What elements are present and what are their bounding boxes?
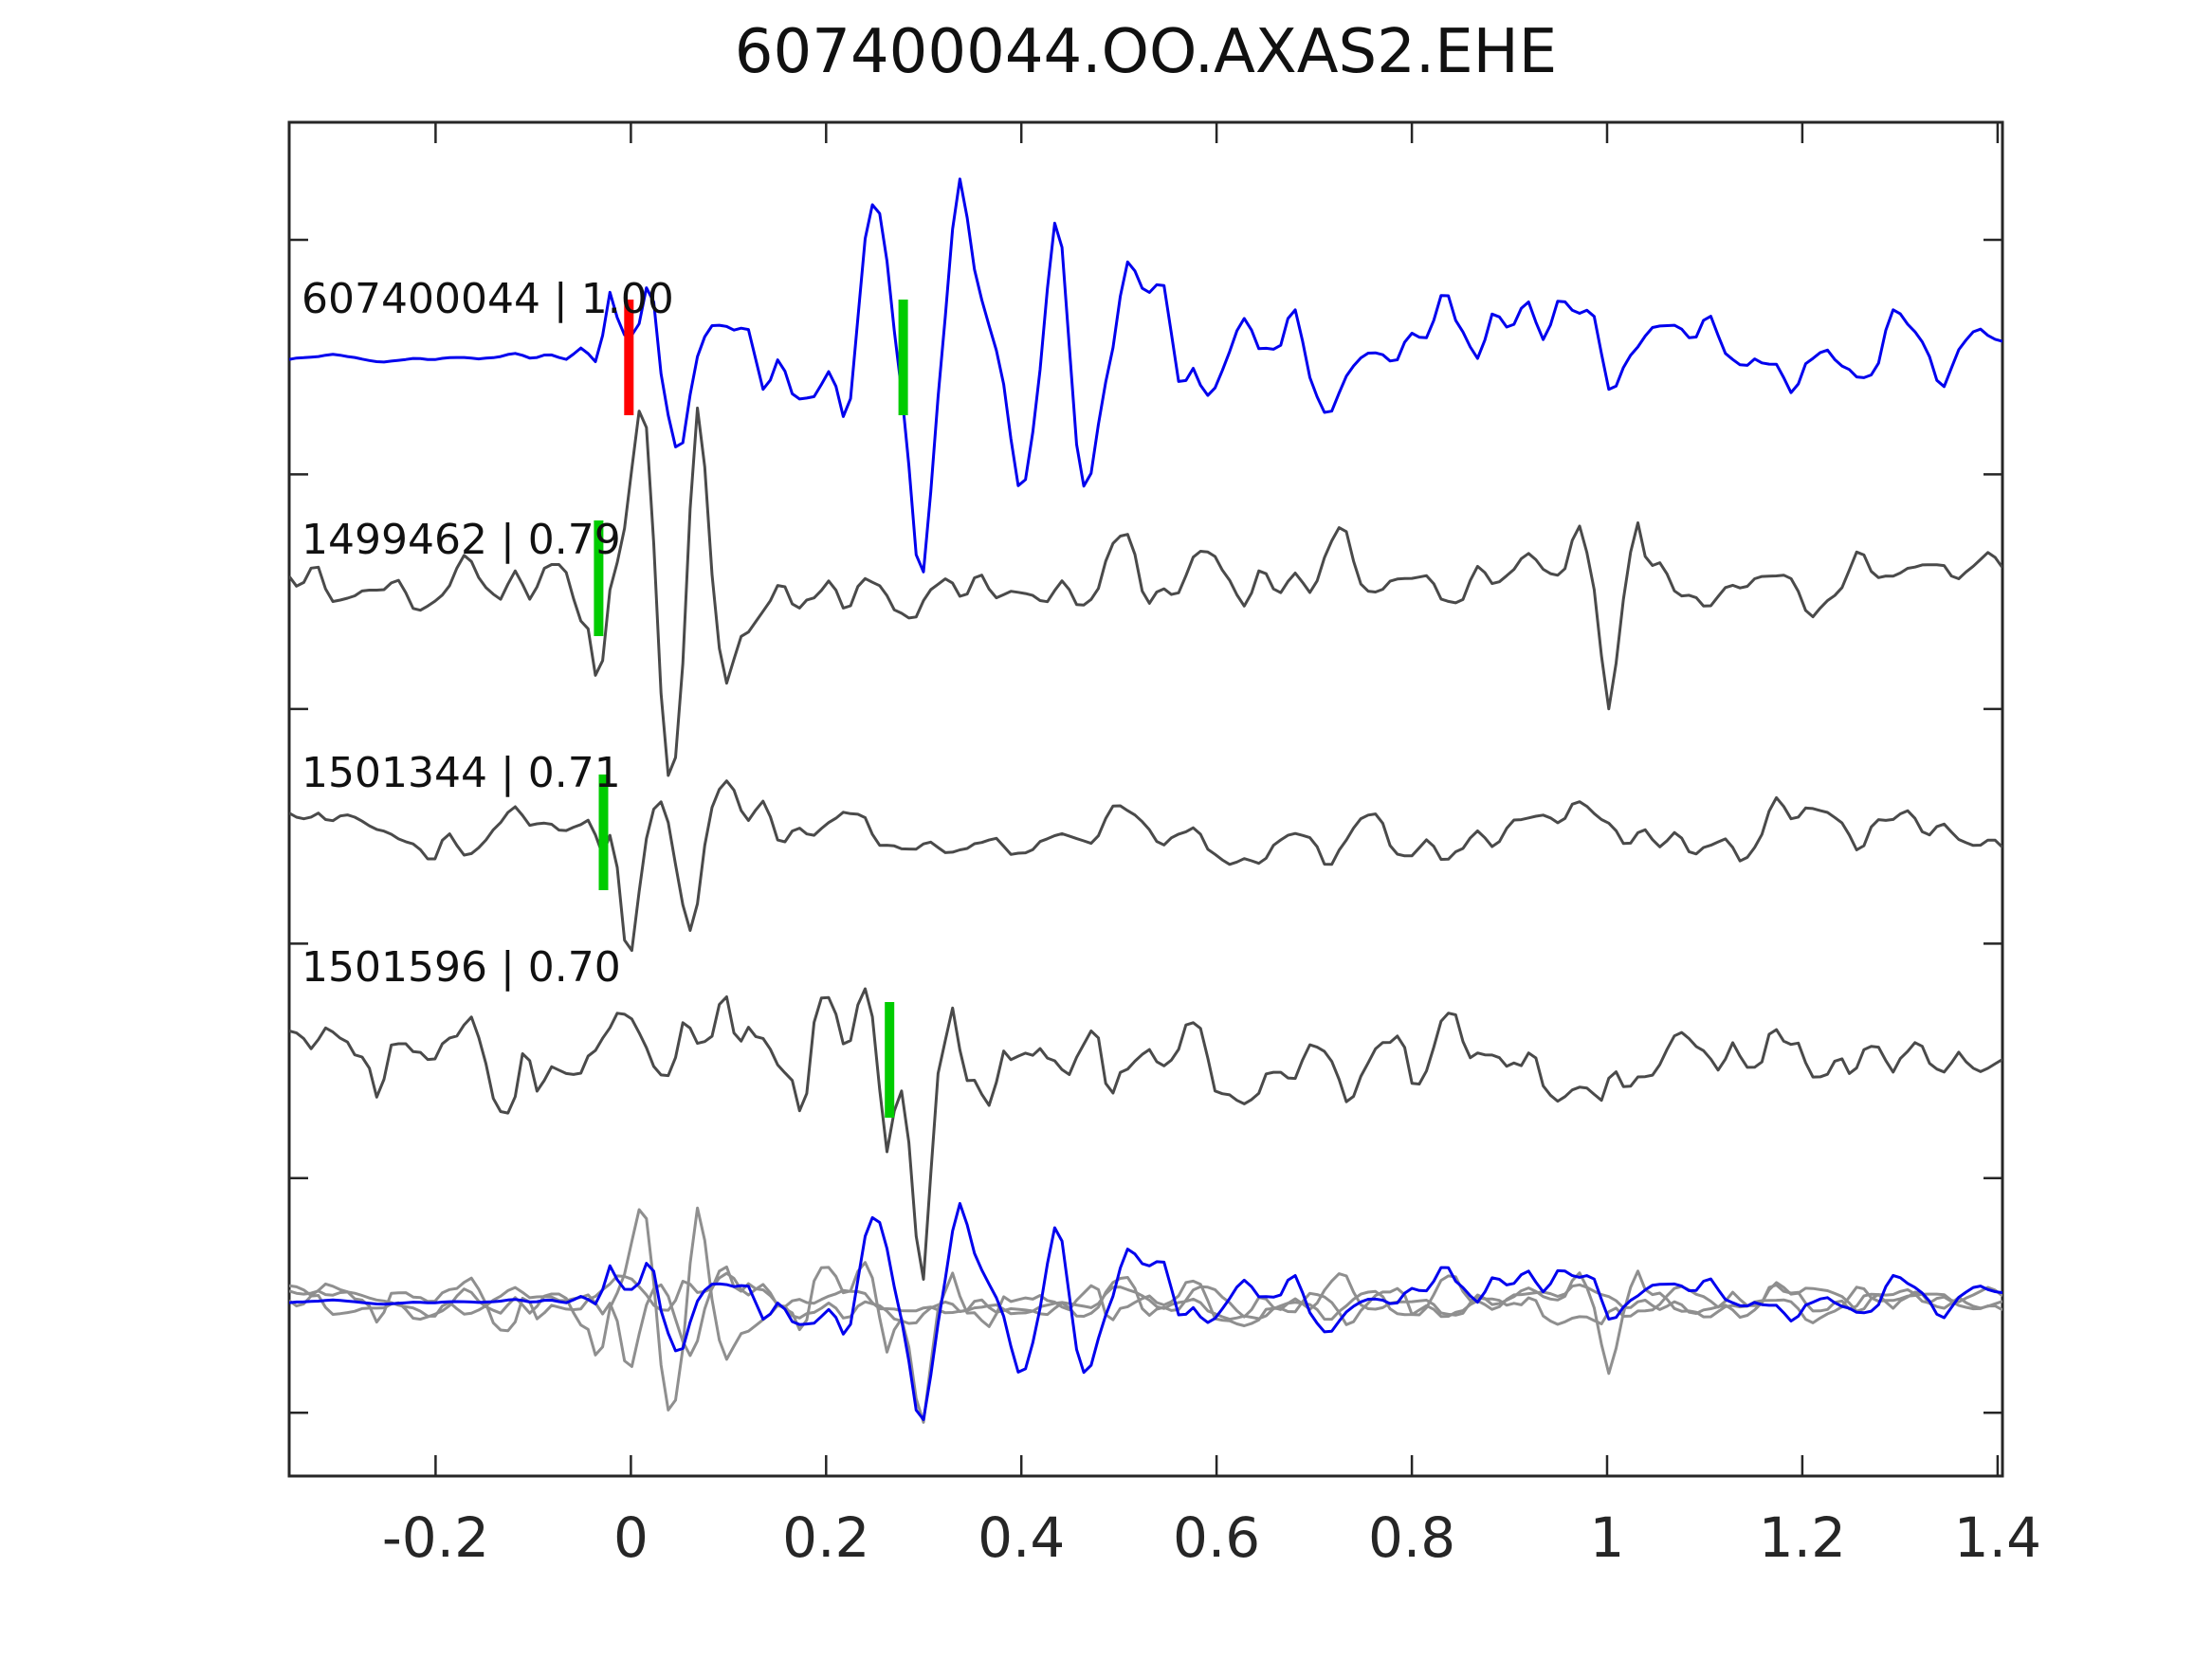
trace-label-1501344: 1501344 | 0.71 (302, 749, 621, 797)
x-tick-label: 0.4 (978, 1505, 1065, 1570)
pick-marker-green (598, 775, 609, 890)
trace-1499462 (289, 406, 2002, 777)
pick-marker-green (594, 520, 604, 636)
traces-group (289, 177, 2002, 1424)
trace-607400044 (289, 177, 2002, 574)
x-tick-label: 1.4 (1954, 1505, 2041, 1570)
overlay-trace-1501344 (289, 1271, 2002, 1368)
x-tick-label: 1 (1590, 1505, 1625, 1570)
pick-marker-red (624, 300, 634, 415)
overlay-trace-1501596 (289, 1261, 2002, 1424)
overlay-trace-1499462 (289, 1206, 2002, 1412)
trace-label-1499462: 1499462 | 0.79 (302, 516, 621, 564)
pick-marker-green (885, 1002, 895, 1118)
trace-label-607400044: 607400044 | 1.00 (302, 275, 674, 323)
plot-border (287, 120, 2004, 1478)
trace-1501344 (289, 779, 2002, 953)
x-tick-label: 0.8 (1368, 1505, 1455, 1570)
trace-label-1501596: 1501596 | 0.70 (302, 943, 621, 992)
x-tick-label: 0.6 (1173, 1505, 1260, 1570)
x-tick-label: 1.2 (1759, 1505, 1846, 1570)
x-tick-label: 0 (613, 1505, 649, 1570)
plot-title: 607400044.OO.AXAS2.EHE (734, 17, 1558, 87)
pick-marker-green (898, 300, 908, 415)
trace-1501596 (289, 987, 2002, 1281)
overlay-trace-607400044 (289, 1202, 2002, 1421)
x-tick-label: -0.2 (382, 1505, 489, 1570)
x-tick-label: 0.2 (782, 1505, 869, 1570)
